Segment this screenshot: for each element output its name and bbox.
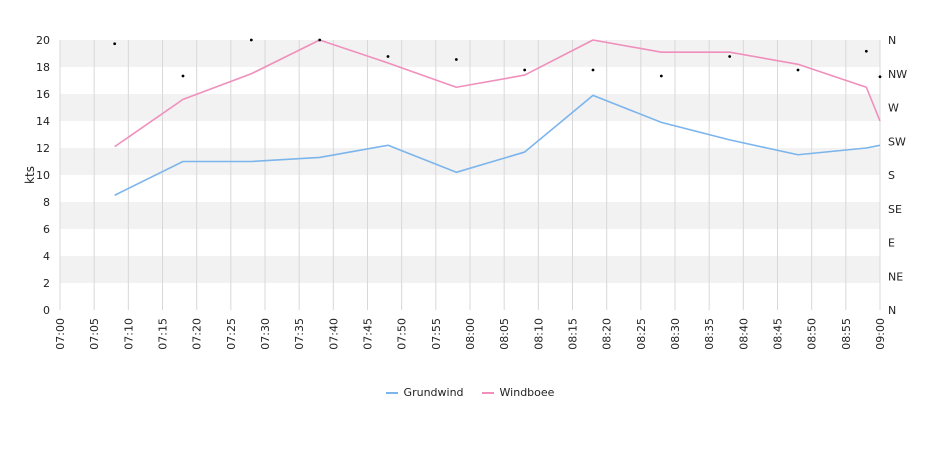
vertical-gridlines bbox=[59, 40, 881, 310]
y-tick-label: 20 bbox=[36, 34, 50, 47]
series-line-windboee[interactable] bbox=[114, 39, 881, 148]
y-tick-label: 8 bbox=[43, 196, 50, 209]
x-tick-label: 07:40 bbox=[327, 318, 340, 350]
right-tick-label: S bbox=[888, 169, 895, 182]
x-tick-label: 08:15 bbox=[567, 318, 580, 350]
x-tick-label: 07:30 bbox=[259, 318, 272, 350]
x-tick-label: 08:55 bbox=[840, 318, 853, 350]
x-tick-label: 08:35 bbox=[703, 318, 716, 350]
x-tick-label: 08:10 bbox=[532, 318, 545, 350]
legend-item-grundwind[interactable]: Grundwind bbox=[385, 386, 464, 399]
direction-marker bbox=[386, 55, 390, 58]
y-tick-label: 6 bbox=[43, 223, 50, 236]
x-tick-label: 07:20 bbox=[191, 318, 204, 350]
legend-label-grundwind: Grundwind bbox=[403, 386, 464, 399]
x-tick-label: 08:45 bbox=[772, 318, 785, 350]
x-tick-label: 07:35 bbox=[293, 318, 306, 350]
direction-marker bbox=[454, 58, 458, 61]
x-tick-label: 07:55 bbox=[430, 318, 443, 350]
x-tick-label: 08:25 bbox=[635, 318, 648, 350]
x-tick-label: 07:15 bbox=[157, 318, 170, 350]
right-tick-label: NE bbox=[888, 270, 903, 283]
right-axis-ticks: N NE E SE S SW W NW N bbox=[888, 34, 907, 317]
direction-marker bbox=[591, 68, 595, 72]
right-tick-label: N bbox=[888, 304, 896, 317]
right-tick-label: E bbox=[888, 237, 895, 250]
y-tick-label: 2 bbox=[43, 277, 50, 290]
direction-markers bbox=[113, 38, 882, 79]
right-tick-label: SE bbox=[888, 203, 902, 216]
direction-marker bbox=[523, 68, 527, 72]
legend: Grundwind Windboee bbox=[0, 386, 940, 399]
direction-marker bbox=[113, 42, 117, 46]
direction-marker bbox=[864, 49, 868, 53]
direction-marker bbox=[249, 38, 253, 42]
x-tick-label: 07:00 bbox=[54, 318, 67, 350]
x-tick-label: 07:10 bbox=[122, 318, 135, 350]
direction-marker bbox=[878, 75, 882, 79]
y-tick-label: 14 bbox=[36, 115, 50, 128]
right-tick-label: SW bbox=[888, 135, 906, 148]
right-tick-label: NW bbox=[888, 68, 907, 81]
legend-swatch-windboee bbox=[481, 391, 494, 394]
x-axis-ticks: 07:00 07:05 07:10 07:15 07:20 07:25 07:30 07:35… bbox=[54, 318, 887, 350]
direction-marker bbox=[318, 38, 322, 42]
x-tick-label: 09:00 bbox=[874, 318, 887, 350]
x-tick-label: 08:50 bbox=[806, 318, 819, 350]
series-line-grundwind[interactable] bbox=[114, 94, 881, 196]
y-axis-ticks: 0 2 4 6 8 10 12 14 16 18 20 bbox=[36, 34, 50, 317]
y-tick-label: 16 bbox=[36, 88, 50, 101]
series-layer bbox=[114, 39, 881, 196]
legend-swatch-grundwind bbox=[385, 391, 398, 394]
legend-item-windboee[interactable]: Windboee bbox=[481, 386, 555, 399]
direction-marker bbox=[181, 74, 185, 78]
right-tick-label: W bbox=[888, 102, 899, 115]
y-tick-label: 0 bbox=[43, 304, 50, 317]
y-tick-label: 10 bbox=[36, 169, 50, 182]
x-tick-label: 08:30 bbox=[669, 318, 682, 350]
x-tick-label: 07:45 bbox=[362, 318, 375, 350]
y-tick-label: 18 bbox=[36, 61, 50, 74]
x-tick-label: 08:05 bbox=[498, 318, 511, 350]
x-tick-label: 08:20 bbox=[601, 318, 614, 350]
y-tick-label: 12 bbox=[36, 142, 50, 155]
x-tick-label: 08:40 bbox=[737, 318, 750, 350]
y-tick-label: 4 bbox=[43, 250, 50, 263]
x-tick-label: 07:25 bbox=[225, 318, 238, 350]
direction-marker bbox=[796, 68, 800, 72]
x-tick-label: 07:05 bbox=[88, 318, 101, 350]
y-axis-label: kts bbox=[23, 166, 37, 184]
legend-label-windboee: Windboee bbox=[499, 386, 555, 399]
direction-marker bbox=[728, 55, 732, 58]
direction-marker bbox=[659, 74, 663, 78]
x-tick-label: 08:00 bbox=[464, 318, 477, 350]
x-tick-label: 07:50 bbox=[396, 318, 409, 350]
right-tick-label: N bbox=[888, 34, 896, 47]
